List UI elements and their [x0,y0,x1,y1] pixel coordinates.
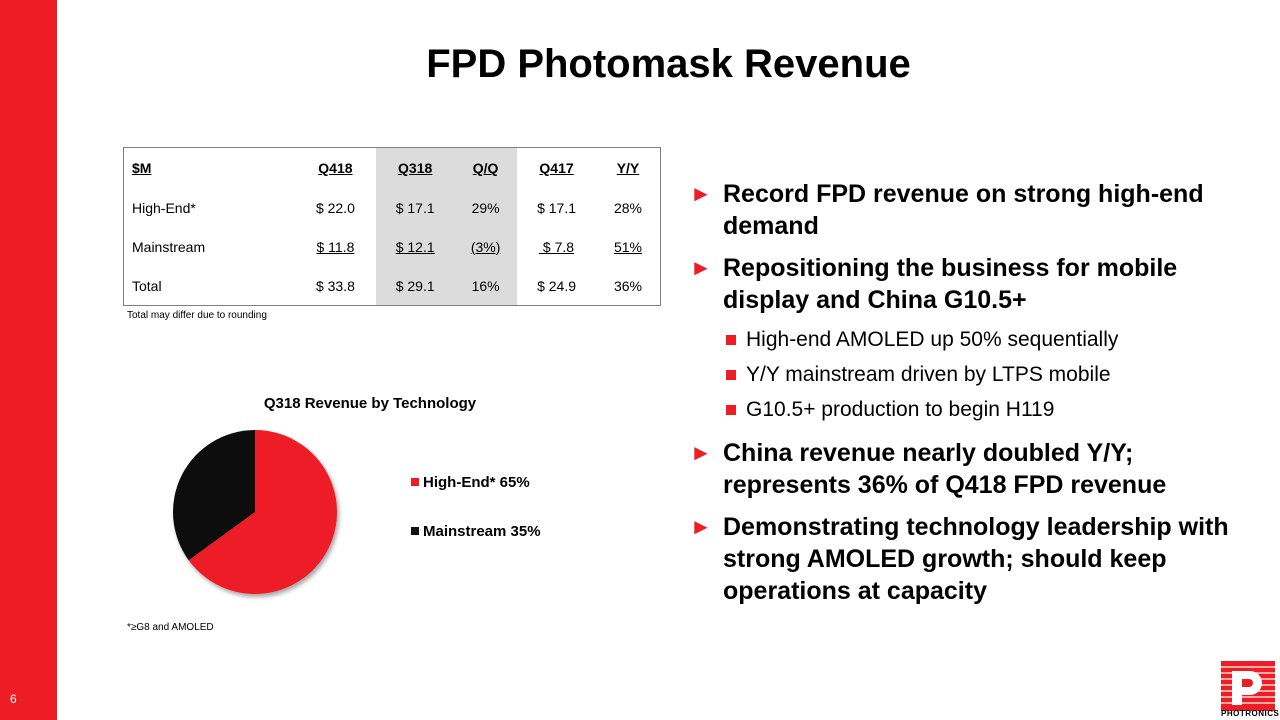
legend-swatch [411,527,419,535]
bullet-text: Repositioning the business for mobile di… [723,254,1178,314]
bullet-list: ► Record FPD revenue on strong high-end d… [690,178,1230,617]
pie-chart [173,430,337,594]
table-cell: $ 17.1 [376,188,455,227]
table-cell: (3%) [454,227,518,266]
table-cell: 36% [613,277,642,294]
pie-slice-high-end [188,430,337,594]
bullet-item: ► Demonstrating technology leadership wit… [690,511,1230,607]
arrow-icon: ► [690,181,712,206]
table-cell: $ 17.1 [537,199,577,216]
chart-title: Q318 Revenue by Technology [263,395,477,412]
table-cell: Mainstream [132,238,206,255]
legend-label: High-End* 65% [423,473,530,491]
bullet-item: ► Record FPD revenue on strong high-end d… [690,178,1230,242]
bullet-item: ► China revenue nearly doubled Y/Y; repre… [690,437,1230,501]
sub-bullet-text: High-end AMOLED up 50% sequentially [746,328,1119,351]
table-header-cell: Y/Y [616,160,640,176]
sub-bullet-list: High-end AMOLED up 50% sequentially Y/Y … [690,322,1230,427]
square-bullet-icon [726,370,736,380]
sub-bullet-item: High-end AMOLED up 50% sequentially [690,322,1230,357]
square-bullet-icon [726,335,736,345]
legend-item-high-end: High-End* 65% [411,472,541,492]
table-header-cell: Q418 [318,160,353,176]
bullet-text: China revenue nearly doubled Y/Y; repres… [723,439,1167,499]
legend-label: Mainstream 35% [423,522,541,540]
arrow-icon: ► [690,440,712,465]
table-header-cell: Q318 [376,147,455,188]
table-cell: $ 22.0 [315,199,355,216]
footnote: *≥G8 and AMOLED [127,622,214,633]
table-cell: $ 29.1 [376,266,455,306]
chart-legend: High-End* 65% Mainstream 35% [411,472,541,570]
table-header-cell: Q/Q [454,147,518,188]
table-header-cell: Q417 [539,160,574,176]
pie-slice-mainstream [173,430,255,561]
table-cell: $ 7.8 [517,227,596,266]
table-header-cell: $M [132,160,152,176]
slide-title: FPD Photomask Revenue [426,42,911,86]
sub-bullet-text: G10.5+ production to begin H119 [746,398,1055,421]
legend-item-mainstream: Mainstream 35% [411,521,541,541]
table-row: Total $ 33.8 $ 29.1 16% $ 24.9 36% [124,266,661,306]
table-cell-value: $ 11.8 [316,238,355,255]
square-bullet-icon [726,405,736,415]
table-row: Mainstream $ 11.8 $ 12.1 (3%) $ 7.8 51% [124,227,661,266]
arrow-icon: ► [690,514,712,539]
bullet-item: ► Repositioning the business for mobile d… [690,252,1230,316]
page-number: 6 [10,692,17,706]
table-cell-value: (3%) [470,238,501,255]
revenue-table: $M Q418 Q318 Q/Q Q417 Y/Y High-End* $ 22… [123,147,661,306]
rounding-note: Total may differ due to rounding [127,310,267,321]
table-header-row: $M Q418 Q318 Q/Q Q417 Y/Y [124,147,661,188]
sub-bullet-item: Y/Y mainstream driven by LTPS mobile [690,357,1230,392]
table-cell: High-End* [132,199,196,216]
table-cell-value: $ 7.8 [539,238,575,255]
arrow-icon: ► [690,255,712,280]
table-cell-value: 51% [613,238,642,255]
table-cell: 51% [596,227,661,266]
sub-bullet-text: Y/Y mainstream driven by LTPS mobile [746,363,1111,386]
logo-text: PHOTRONICS [1221,709,1280,718]
legend-swatch [411,478,419,486]
table-cell-value: $ 12.1 [395,238,435,255]
bullet-text: Demonstrating technology leadership with… [723,513,1229,605]
table-cell: $ 24.9 [537,277,577,294]
table-cell: $ 11.8 [295,227,377,266]
table-cell: 29% [454,188,518,227]
table-cell: 28% [613,199,642,216]
table-cell: $ 12.1 [376,227,455,266]
red-sidebar-bar [0,0,57,720]
sub-bullet-item: G10.5+ production to begin H119 [690,392,1230,427]
table-cell: Total [132,277,162,294]
photronics-logo-icon [1221,661,1275,711]
table-cell: $ 33.8 [315,277,355,294]
table-cell: 16% [454,266,518,306]
bullet-text: Record FPD revenue on strong high-end de… [723,180,1204,240]
table-row: High-End* $ 22.0 $ 17.1 29% $ 17.1 28% [124,188,661,227]
